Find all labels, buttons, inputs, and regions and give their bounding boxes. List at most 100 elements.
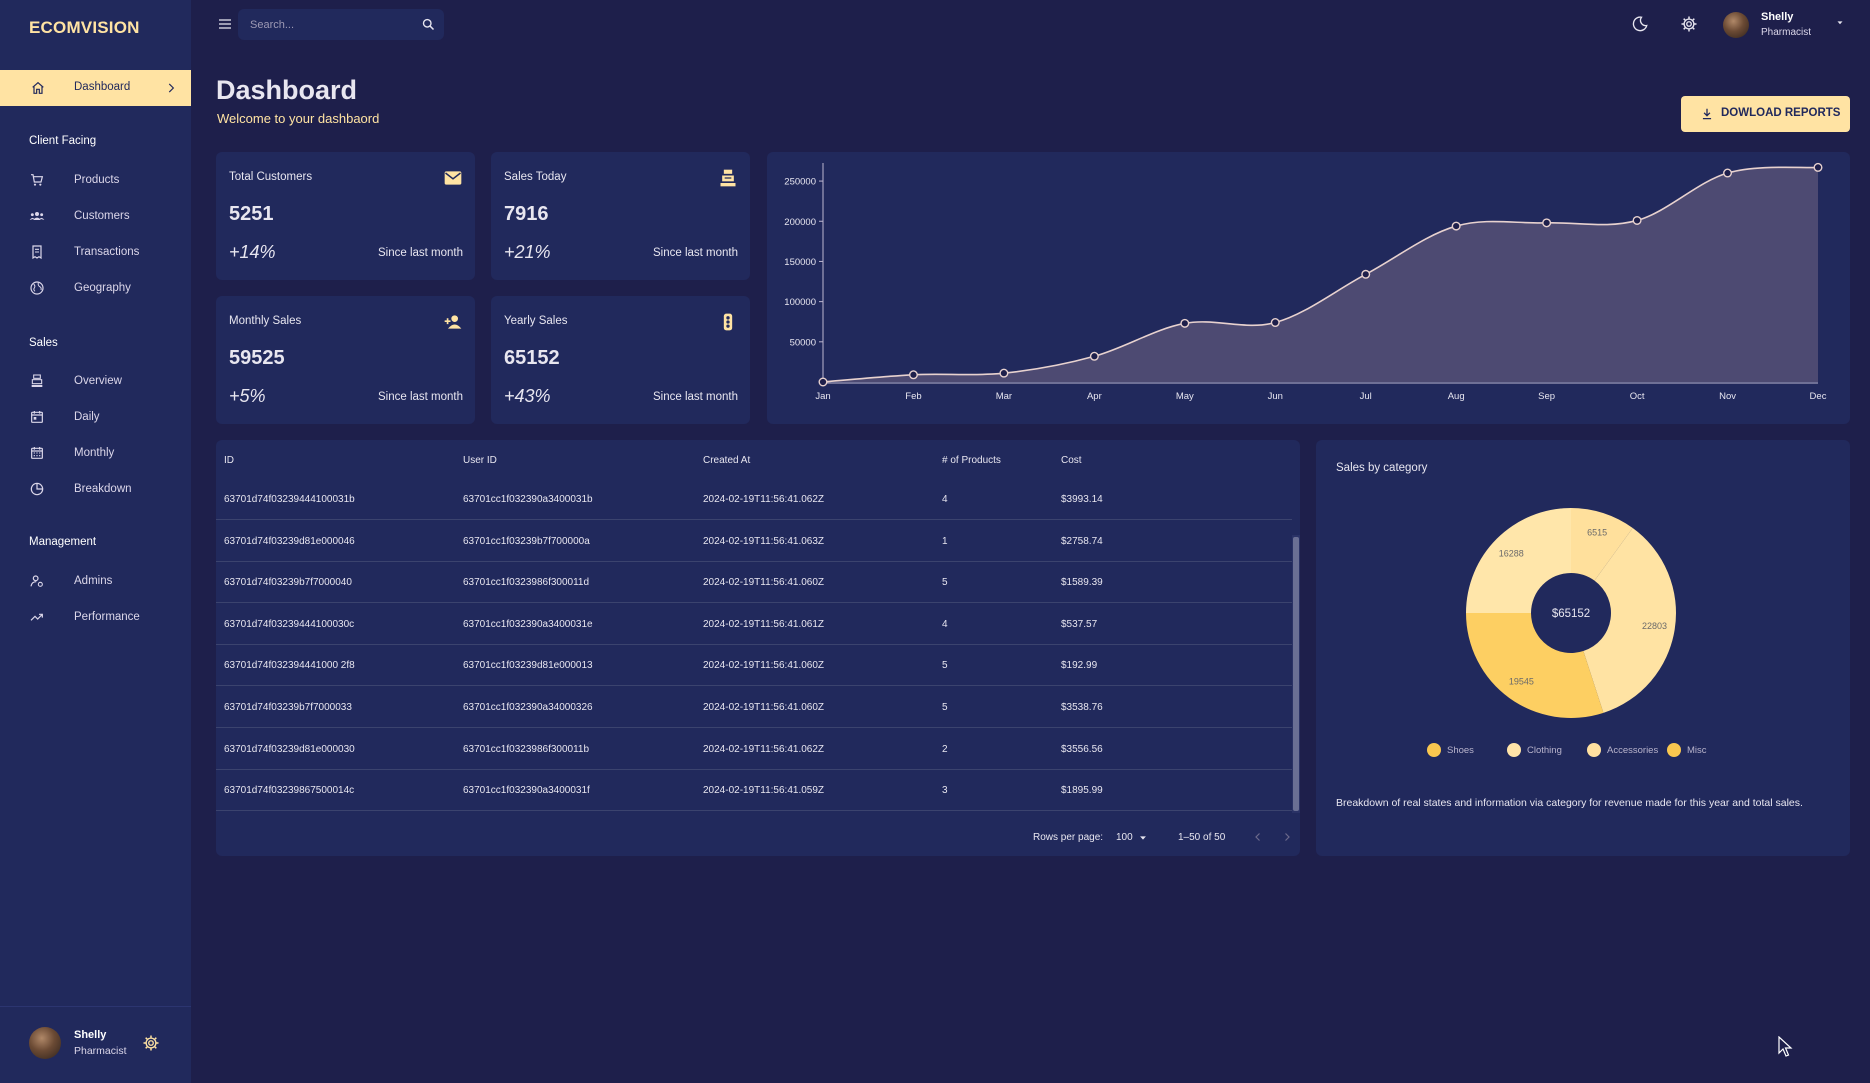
table-cell: $1895.99 xyxy=(1061,785,1103,797)
table-row[interactable]: 63701d74f03239867500014c 63701cc1f032390a… xyxy=(216,770,1292,812)
data-point[interactable] xyxy=(1542,218,1552,228)
table-row[interactable]: 63701d74f032394441000 2f8 63701cc1f03239d… xyxy=(216,645,1292,687)
search-icon[interactable] xyxy=(421,17,436,32)
column-header-cost[interactable]: Cost xyxy=(1061,455,1082,466)
data-point[interactable] xyxy=(1180,318,1190,328)
stat-description: Since last month xyxy=(652,391,738,403)
table-cell: 63701d74f03239d81e000030 xyxy=(224,743,355,755)
sidebar-item-geography[interactable]: Geography xyxy=(0,274,191,302)
y-tick-label: 50000 xyxy=(790,337,816,348)
rows-per-page-value: 100 xyxy=(1116,832,1133,843)
table-cell: 63701d74f032394441000 2f8 xyxy=(224,660,355,672)
gear-icon[interactable] xyxy=(1680,15,1698,33)
download-reports-label: DOWLOAD REPORTS xyxy=(1721,107,1841,119)
sidebar-item-label: Dashboard xyxy=(74,81,131,93)
table-cell: 4 xyxy=(942,618,948,630)
menu-icon[interactable] xyxy=(216,16,234,32)
download-reports-button[interactable]: DOWLOAD REPORTS xyxy=(1681,96,1850,132)
table-cell: $3538.76 xyxy=(1061,702,1103,713)
groups-icon xyxy=(29,212,45,220)
pie-slice-misc[interactable] xyxy=(1466,508,1571,614)
table-row[interactable]: 63701d74f03239d81e000046 63701cc1f03239b7… xyxy=(216,521,1292,562)
stat-card-sales-today: Sales Today 7916 +21% Since last month xyxy=(491,152,750,280)
column-header-products[interactable]: # of Products xyxy=(942,455,1001,466)
sidebar-item-admins[interactable]: Admins xyxy=(0,567,191,595)
user-role: Pharmacist xyxy=(1761,27,1812,38)
avatar[interactable] xyxy=(1723,12,1749,38)
sidebar-item-label: Breakdown xyxy=(74,483,132,495)
pie-center-label: $65152 xyxy=(1552,608,1590,620)
column-header-user-id[interactable]: User ID xyxy=(463,455,497,466)
data-point[interactable] xyxy=(818,377,828,387)
sidebar-item-overview[interactable]: Overview xyxy=(0,367,191,395)
arrow-drop-down-icon[interactable] xyxy=(1834,18,1846,28)
search-input[interactable] xyxy=(250,16,410,34)
trending-up-icon xyxy=(30,613,43,621)
table-cell: 63701cc1f032390a3400031f xyxy=(463,785,590,797)
column-header-id[interactable]: ID xyxy=(224,455,234,466)
stat-increase: +14% xyxy=(229,242,276,262)
sidebar-item-customers[interactable]: Customers xyxy=(0,202,191,230)
table-cell: 63701d74f03239d81e000046 xyxy=(224,535,355,547)
chevron-right-icon[interactable] xyxy=(1281,831,1293,843)
stat-card-monthly-sales: Monthly Sales 59525 +5% Since last month xyxy=(216,296,475,424)
legend-label: Misc xyxy=(1687,745,1707,756)
table-row[interactable]: 63701d74f03239444100030c 63701cc1f032390a… xyxy=(216,604,1292,645)
sidebar-item-label: Overview xyxy=(74,375,122,387)
table-row[interactable]: 63701d74f03239444100031b 63701cc1f032390a… xyxy=(216,479,1292,520)
table-cell: 63701d74f03239b7f7000033 xyxy=(224,702,352,713)
sidebar-item-monthly[interactable]: Monthly xyxy=(0,439,191,467)
sidebar-item-label: Performance xyxy=(74,611,140,623)
point-of-sale-icon xyxy=(31,374,43,387)
x-tick-label: Dec xyxy=(1810,391,1827,402)
arrow-drop-down-icon xyxy=(1140,836,1146,840)
data-point[interactable] xyxy=(1451,221,1461,231)
data-point[interactable] xyxy=(1089,351,1099,361)
pie-chart-svg: 6515 22803 19545 16288 $65152 xyxy=(1466,508,1676,718)
pie-slice-clothing[interactable] xyxy=(1583,528,1676,713)
table-cell: 2024-02-19T11:56:41.060Z xyxy=(703,702,825,713)
sidebar-item-label: Monthly xyxy=(74,447,115,459)
pie-slice-accessories[interactable] xyxy=(1466,613,1604,718)
table-cell: 2 xyxy=(942,743,948,755)
avatar[interactable] xyxy=(29,1027,61,1059)
series-line xyxy=(822,166,1819,383)
user-name: Shelly xyxy=(1761,11,1794,23)
rows-per-page-select[interactable]: 100 xyxy=(1116,832,1146,843)
stat-title: Yearly Sales xyxy=(504,315,568,327)
sidebar-item-performance[interactable]: Performance xyxy=(0,603,191,631)
y-tick-label: 200000 xyxy=(784,217,816,228)
stat-increase: +21% xyxy=(504,242,551,262)
admin-icon xyxy=(30,575,43,587)
table-cell: 63701cc1f0323986f300011d xyxy=(463,577,590,589)
sidebar-item-products[interactable]: Products xyxy=(0,166,191,194)
column-header-created-at[interactable]: Created At xyxy=(703,455,751,466)
dark-mode-icon[interactable] xyxy=(1631,15,1649,33)
data-point[interactable] xyxy=(1723,168,1733,178)
user-role: Pharmacist xyxy=(74,1045,127,1057)
x-tick-label: Jul xyxy=(1360,391,1372,402)
data-point[interactable] xyxy=(1361,269,1371,279)
x-tick-label: Feb xyxy=(905,391,921,402)
sidebar-item-dashboard[interactable]: Dashboard xyxy=(0,70,191,106)
sidebar-item-breakdown[interactable]: Breakdown xyxy=(0,475,191,503)
table-cell: $2758.74 xyxy=(1061,535,1103,547)
gear-icon[interactable] xyxy=(142,1034,160,1052)
table-row[interactable]: 63701d74f03239b7f7000033 63701cc1f032390a… xyxy=(216,687,1292,728)
data-point[interactable] xyxy=(1813,162,1823,172)
data-point[interactable] xyxy=(908,370,918,380)
sidebar-item-transactions[interactable]: Transactions xyxy=(0,238,191,266)
scrollbar-thumb[interactable] xyxy=(1293,537,1299,811)
data-point[interactable] xyxy=(999,368,1009,378)
pie-slice-shoes[interactable] xyxy=(1571,508,1633,581)
data-point[interactable] xyxy=(1270,318,1280,328)
table-row[interactable]: 63701d74f03239d81e000030 63701cc1f0323986… xyxy=(216,729,1292,770)
data-point[interactable] xyxy=(1632,215,1642,225)
table-cell: 2024-02-19T11:56:41.061Z xyxy=(703,618,825,630)
table-row[interactable]: 63701d74f03239b7f7000040 63701cc1f0323986… xyxy=(216,562,1292,604)
chevron-left-icon[interactable] xyxy=(1252,831,1264,843)
sidebar-item-daily[interactable]: Daily xyxy=(0,403,191,431)
stat-description: Since last month xyxy=(652,247,738,259)
stat-increase: +5% xyxy=(229,386,266,406)
page-title: Dashboard xyxy=(216,75,358,105)
